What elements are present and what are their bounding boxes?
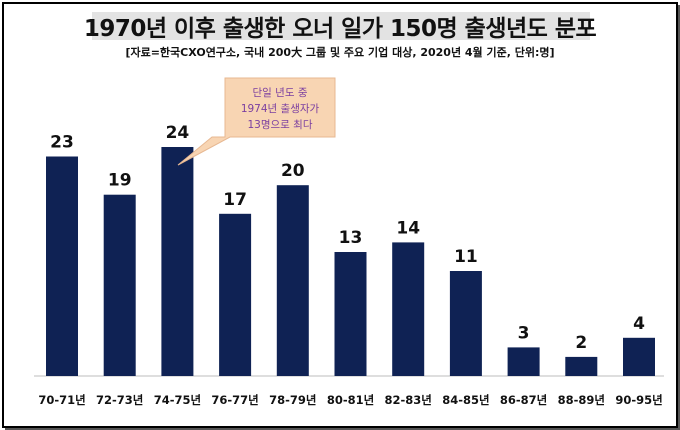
value-label: 3	[518, 323, 530, 343]
bar-90-95년	[623, 337, 655, 376]
value-label: 2	[575, 333, 587, 353]
x-tick-label: 80-81년	[327, 393, 374, 407]
bar-76-77년	[219, 213, 252, 376]
value-label: 24	[166, 123, 190, 143]
value-label: 14	[396, 218, 420, 238]
callout-bubble	[177, 77, 336, 166]
callout-line-2: 1974년 출생자가	[241, 103, 320, 115]
bar-82-83년	[392, 242, 425, 376]
value-label: 20	[281, 161, 305, 181]
x-tick-label: 72-73년	[96, 393, 143, 407]
value-label: 4	[633, 314, 645, 334]
x-tick-label: 90-95년	[615, 393, 662, 407]
x-tick-label: 74-75년	[154, 393, 201, 407]
bar-78-79년	[276, 185, 309, 376]
x-tick-label: 84-85년	[442, 393, 489, 407]
value-label: 17	[223, 190, 247, 210]
bar-86-87년	[507, 347, 540, 376]
value-label: 13	[339, 228, 363, 248]
bar-88-89년	[565, 356, 598, 376]
chart-subtitle: [자료=한국CXO연구소, 국내 200大 그룹 및 주요 기업 대상, 202…	[125, 46, 555, 59]
x-tick-label: 78-79년	[269, 393, 316, 407]
bar-80-81년	[334, 252, 367, 376]
x-tick-label: 88-89년	[558, 393, 605, 407]
title-highlight	[92, 12, 590, 40]
bar-84-85년	[449, 271, 482, 376]
x-tick-label: 76-77년	[211, 393, 258, 407]
chart-title: 1970년 이후 출생한 오너 일가 150명 출생년도 분포	[83, 16, 597, 42]
value-label: 19	[108, 171, 132, 191]
callout-line-1: 단일 년도 중	[253, 86, 308, 99]
bar-74-75년	[161, 147, 194, 376]
callout: 단일 년도 중 1974년 출생자가 13명으로 최다	[177, 77, 336, 166]
bar-70-71년	[46, 156, 78, 376]
value-label: 11	[454, 247, 478, 267]
bar-72-73년	[103, 194, 136, 376]
callout-line-3: 13명으로 최다	[248, 119, 313, 131]
x-tick-label: 82-83년	[385, 393, 432, 407]
x-tick-label: 86-87년	[500, 393, 547, 407]
value-label: 23	[50, 133, 74, 153]
x-tick-label: 70-71년	[38, 393, 85, 407]
